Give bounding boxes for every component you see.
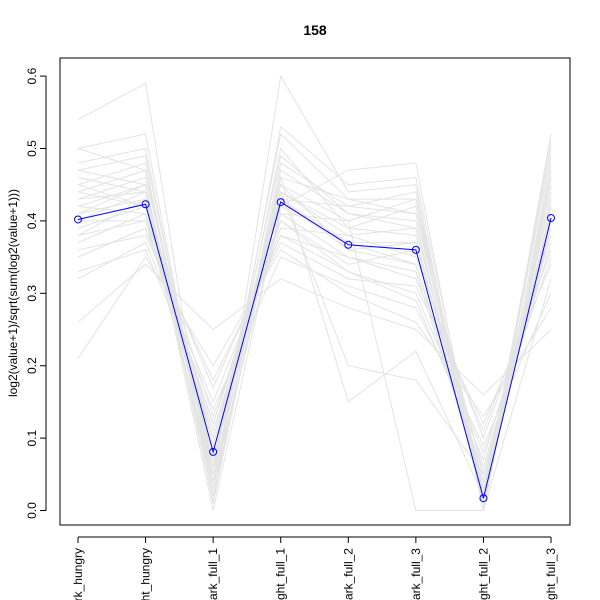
background-series-line — [77, 249, 552, 447]
y-axis-label: log2(value+1)/sqrt(sum(log2(value+1))) — [6, 189, 20, 397]
background-series-line — [77, 184, 552, 477]
background-series-line — [77, 183, 552, 491]
background-series-line — [77, 154, 552, 489]
highlight-point — [479, 494, 488, 503]
x-tick-label: light_full_2 — [476, 548, 490, 600]
highlight-point — [276, 198, 285, 207]
x-tick-label: dark_full_2 — [341, 548, 355, 600]
background-series-line — [77, 234, 552, 425]
y-tick-label: 0.4 — [25, 212, 39, 229]
y-tick-label: 0.2 — [25, 357, 39, 374]
background-series-line — [77, 234, 552, 454]
background-series-line — [77, 175, 552, 498]
background-series-line — [78, 220, 552, 462]
highlight-point — [547, 214, 555, 223]
background-series-line — [77, 212, 552, 491]
y-tick-label: 0.5 — [25, 140, 39, 157]
y-axis: 0.0 0.1 0.2 0.3 0.4 0.5 0.6 — [25, 67, 47, 519]
background-series-line — [77, 190, 552, 476]
y-tick-label: 0.0 — [25, 502, 39, 519]
chart-title: 158 — [303, 22, 327, 38]
background-series-group — [77, 74, 552, 512]
highlight-point — [141, 200, 150, 209]
highlight-point — [209, 447, 218, 456]
highlight-point — [74, 215, 82, 224]
highlight-series-group — [74, 198, 555, 503]
y-tick-label: 0.6 — [25, 67, 39, 84]
x-tick-label: light_full_3 — [544, 548, 558, 600]
background-series-line — [77, 205, 552, 440]
plot-frame — [59, 57, 571, 526]
background-series-line — [77, 133, 552, 497]
highlight-point — [344, 240, 353, 249]
highlight-point — [411, 245, 420, 254]
x-tick-label: dark_hungry — [71, 548, 85, 600]
y-tick-label: 0.1 — [25, 429, 39, 446]
highlight-series-line — [77, 201, 552, 499]
x-tick-label: dark_full_1 — [206, 548, 220, 600]
x-tick-label: dark_full_3 — [409, 548, 423, 600]
background-series-line — [77, 125, 552, 497]
x-tick-label: light_hungry — [139, 548, 153, 600]
y-tick-label: 0.3 — [25, 285, 39, 302]
x-axis: dark_hungry light_hungry dark_full_1 light_… — [71, 536, 558, 600]
x-tick-label: light_full_1 — [274, 548, 288, 600]
background-series-line — [77, 263, 552, 396]
